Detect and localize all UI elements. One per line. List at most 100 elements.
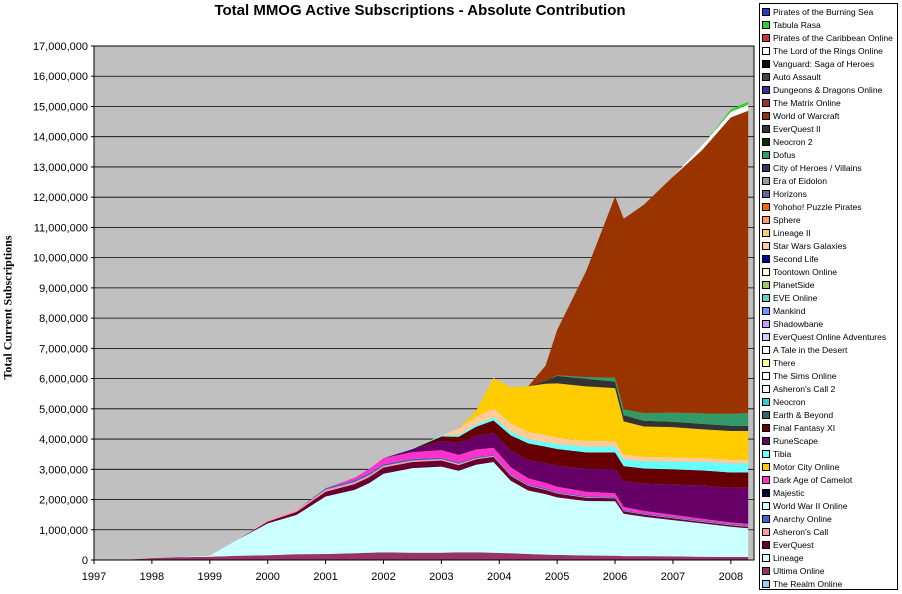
legend-swatch (762, 20, 770, 29)
legend-item: The Lord of the Rings Online (762, 44, 897, 57)
legend-item: A Tale in the Desert (762, 343, 897, 356)
legend-label: EverQuest II (773, 123, 821, 134)
legend-item: World of Warcraft (762, 109, 897, 122)
legend-swatch (762, 215, 770, 224)
legend-swatch (762, 514, 770, 523)
legend-swatch (762, 475, 770, 484)
legend-label: Lineage II (773, 227, 811, 238)
legend-swatch (762, 241, 770, 250)
legend-item: Shadowbane (762, 317, 897, 330)
x-tick-label: 2008 (719, 571, 743, 583)
legend-swatch (762, 137, 770, 146)
legend-item: EverQuest Online Adventures (762, 330, 897, 343)
legend-label: Dofus (773, 149, 796, 160)
legend-swatch (762, 7, 770, 16)
y-tick-label: 15,000,000 (33, 101, 88, 113)
legend-label: Asheron's Call (773, 526, 829, 537)
y-tick-label: 12,000,000 (33, 192, 88, 204)
legend-label: Star Wars Galaxies (773, 240, 847, 251)
legend-item: Lineage (762, 551, 897, 564)
legend-label: Tabula Rasa (773, 19, 821, 30)
legend-label: The Sims Online (773, 370, 837, 381)
legend-item: Auto Assault (762, 70, 897, 83)
legend-swatch (762, 111, 770, 120)
legend: Pirates of the Burning Sea Tabula Rasa Pir… (759, 3, 898, 590)
legend-item: Dofus (762, 148, 897, 161)
legend-label: Second Life (773, 253, 819, 264)
legend-label: Tibia (773, 448, 792, 459)
legend-label: Earth & Beyond (773, 409, 834, 420)
legend-swatch (762, 397, 770, 406)
legend-label: The Lord of the Rings Online (773, 45, 883, 56)
y-tick-label: 16,000,000 (33, 71, 88, 83)
legend-item: Pirates of the Burning Sea (762, 5, 897, 18)
legend-item: Sphere (762, 213, 897, 226)
legend-item: Tabula Rasa (762, 18, 897, 31)
x-tick-label: 2000 (255, 571, 279, 583)
legend-item: Star Wars Galaxies (762, 239, 897, 252)
legend-label: Horizons (773, 188, 807, 199)
x-tick-label: 2007 (661, 571, 685, 583)
plot-border (93, 45, 755, 561)
y-tick-label: 3,000,000 (39, 464, 88, 476)
axes: 0 1,000,000 2,000,000 3,000,000 4,000,000 5,0… (33, 41, 755, 583)
x-tick-label: 2002 (371, 571, 395, 583)
legend-label: EverQuest Online Adventures (773, 331, 887, 342)
legend-item: EverQuest (762, 538, 897, 551)
legend-swatch (762, 280, 770, 289)
legend-swatch (762, 345, 770, 354)
legend-item: Neocron (762, 395, 897, 408)
legend-item: Motor City Online (762, 460, 897, 473)
legend-label: Dark Age of Camelot (773, 474, 853, 485)
legend-swatch (762, 59, 770, 68)
legend-item: Anarchy Online (762, 512, 897, 525)
legend-label: Shadowbane (773, 318, 824, 329)
legend-item: The Realm Online (762, 577, 897, 590)
legend-swatch (762, 72, 770, 81)
legend-label: Asheron's Call 2 (773, 383, 836, 394)
legend-label: Vanguard: Saga of Heroes (773, 58, 875, 69)
legend-swatch (762, 254, 770, 263)
x-tick-label: 1999 (198, 571, 222, 583)
legend-item: Dark Age of Camelot (762, 473, 897, 486)
legend-item: Asheron's Call (762, 525, 897, 538)
legend-item: Dungeons & Dragons Online (762, 83, 897, 96)
legend-label: Majestic (773, 487, 805, 498)
legend-item: RuneScape (762, 434, 897, 447)
legend-swatch (762, 202, 770, 211)
legend-label: Pirates of the Burning Sea (773, 6, 874, 17)
legend-swatch (762, 33, 770, 42)
legend-swatch (762, 488, 770, 497)
legend-swatch (762, 436, 770, 445)
legend-swatch (762, 267, 770, 276)
legend-label: Neocron 2 (773, 136, 813, 147)
legend-swatch (762, 553, 770, 562)
legend-swatch (762, 293, 770, 302)
legend-swatch (762, 527, 770, 536)
legend-item: Neocron 2 (762, 135, 897, 148)
legend-item: Lineage II (762, 226, 897, 239)
legend-label: EVE Online (773, 292, 818, 303)
y-tick-label: 1,000,000 (39, 525, 88, 537)
legend-item: Toontown Online (762, 265, 897, 278)
y-tick-label: 6,000,000 (39, 374, 88, 386)
legend-label: Sphere (773, 214, 801, 225)
legend-swatch (762, 306, 770, 315)
legend-label: RuneScape (773, 435, 818, 446)
area-world-of-warcraft (94, 110, 749, 560)
legend-item: Yohoho! Puzzle Pirates (762, 200, 897, 213)
legend-label: Mankind (773, 305, 806, 316)
legend-item: The Matrix Online (762, 96, 897, 109)
legend-swatch (762, 501, 770, 510)
y-tick-label: 11,000,000 (34, 222, 88, 234)
legend-label: Lineage (773, 552, 804, 563)
legend-swatch (762, 332, 770, 341)
legend-swatch (762, 85, 770, 94)
legend-item: Asheron's Call 2 (762, 382, 897, 395)
legend-swatch (762, 150, 770, 159)
legend-swatch (762, 358, 770, 367)
legend-swatch (762, 410, 770, 419)
y-tick-label: 9,000,000 (39, 283, 88, 295)
legend-swatch (762, 124, 770, 133)
